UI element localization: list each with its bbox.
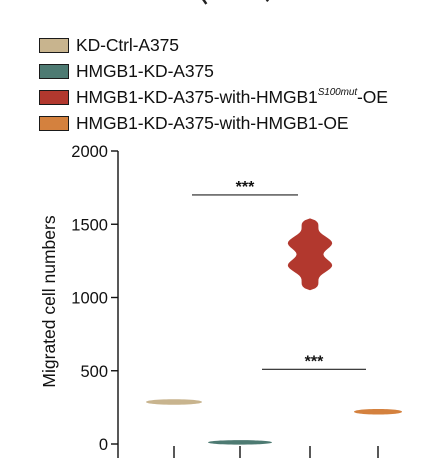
legend-text-kd: HMGB1-KD-A375 [76,61,214,81]
significance-label-0: *** [236,179,255,196]
legend-text-ctrl: KD-Ctrl-A375 [76,35,179,55]
violin-3 [354,409,402,415]
legend-label-kd: HMGB1-KD-A375 [76,61,214,82]
y-tick-label: 500 [80,363,108,381]
y-axis-label: Migrated cell numbers [39,215,59,387]
legend-swatch-s100mut [39,90,69,105]
violin-0 [146,399,202,405]
y-tick-label: 0 [99,436,108,454]
legend-text-oe: HMGB1-KD-A375-with-HMGB1-OE [76,113,349,133]
legend-text-s100mut-sup: S100mut [317,87,358,98]
y-tick-label: 1000 [71,290,108,308]
violin-1 [208,440,272,445]
legend-text-s100mut-b: -OE [357,87,388,107]
legend-text-s100mut-a: HMGB1-KD-A375-with-HMGB1 [76,87,318,107]
legend-label-s100mut: HMGB1-KD-A375-with-HMGB1S100mut-OE [76,87,388,108]
y-tick-label: 1500 [71,216,108,234]
y-tick-label: 2000 [71,143,108,161]
violin-2 [287,218,333,291]
legend-swatch-ctrl [39,38,69,53]
significance-label-1: *** [305,353,324,370]
legend-swatch-kd [39,64,69,79]
legend-swatch-oe [39,116,69,131]
legend-label-ctrl: KD-Ctrl-A375 [76,35,179,56]
legend-label-oe: HMGB1-KD-A375-with-HMGB1-OE [76,113,349,134]
